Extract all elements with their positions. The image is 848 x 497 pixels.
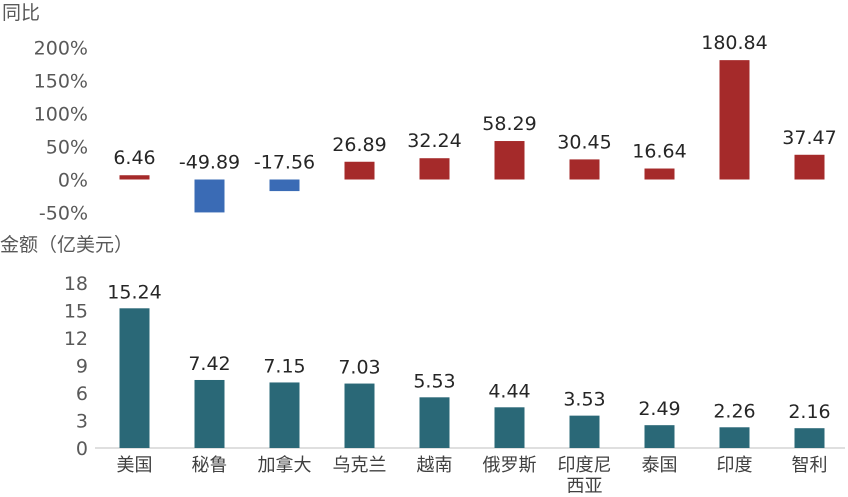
bottom-chart-bar — [269, 382, 300, 448]
top-chart-data-label: 16.64 — [632, 141, 686, 163]
top-chart-yoy: 200% 150% 100% 50% 0% -50% 6.46 -49.89 -17.56 26.… — [34, 32, 837, 224]
x-axis-category-label: 泰国 — [642, 455, 678, 476]
top-chart-data-label: 180.84 — [701, 32, 767, 54]
top-chart-y-axis-title: 同比 — [2, 2, 40, 24]
top-chart-y-tick-label: 50% — [46, 137, 88, 159]
bottom-chart-data-label: 4.44 — [488, 380, 530, 402]
x-axis-category-label: 秘鲁 — [192, 455, 228, 476]
top-chart-y-tick-label: 150% — [34, 71, 88, 93]
bottom-chart-bar — [644, 425, 675, 448]
top-chart-bar — [719, 60, 750, 180]
top-chart-bar — [194, 179, 225, 213]
top-chart-data-label: 6.46 — [113, 147, 155, 169]
top-chart-bar — [119, 175, 150, 180]
top-chart-data-label: 32.24 — [407, 130, 461, 152]
top-chart-bar — [569, 159, 600, 180]
bottom-chart-y-tick-label: 0 — [76, 438, 88, 460]
x-axis-category-label: 西亚 — [567, 476, 603, 493]
bottom-chart-data-label: 7.42 — [188, 353, 230, 375]
bottom-chart-y-tick-label: 9 — [76, 356, 88, 378]
top-chart-data-label: -49.89 — [179, 152, 240, 174]
top-chart-y-tick-label: 0% — [58, 170, 88, 192]
top-chart-y-tick-label: -50% — [39, 203, 88, 225]
bottom-chart-bar — [119, 308, 150, 448]
bottom-chart-data-label: 2.49 — [638, 398, 680, 420]
top-chart-bar — [269, 179, 300, 192]
bottom-chart-data-label: 2.26 — [713, 400, 755, 422]
bottom-chart-data-label: 2.16 — [788, 401, 830, 423]
bottom-chart-amount: 18 15 12 9 6 3 0 15.24 美国 7.42 秘鲁 7.15 加拿大 7.03 乌克兰 5.5… — [64, 273, 831, 497]
top-chart-y-tick-label: 100% — [34, 104, 88, 126]
bottom-chart-y-tick-label: 18 — [64, 273, 88, 295]
bottom-chart-bar — [194, 379, 225, 448]
bottom-chart-y-tick-label: 3 — [76, 411, 88, 433]
top-chart-data-label: 58.29 — [482, 113, 536, 135]
x-axis-category-label: 越南 — [417, 455, 453, 476]
top-chart-bar — [419, 158, 450, 180]
top-chart-data-label: -17.56 — [254, 152, 315, 174]
bottom-chart-data-label: 7.15 — [263, 355, 305, 377]
x-axis-category-label: 印度尼 — [558, 455, 612, 476]
x-axis-category-label: 加拿大 — [258, 454, 312, 476]
top-chart-bar — [344, 161, 375, 180]
x-axis-category-label: 美国 — [117, 455, 153, 476]
top-chart-bar — [644, 168, 675, 180]
top-chart-data-label: 30.45 — [557, 131, 611, 153]
bottom-chart-data-label: 3.53 — [563, 389, 605, 411]
bottom-chart-y-tick-label: 12 — [64, 328, 88, 350]
bottom-chart-y-tick-label: 15 — [64, 301, 88, 323]
bottom-chart-bar — [494, 407, 525, 448]
x-axis-category-label: 印度 — [717, 455, 753, 476]
top-chart-y-tick-label: 200% — [34, 38, 88, 60]
bottom-chart-bar — [344, 383, 375, 448]
bottom-chart-bar — [569, 415, 600, 448]
x-axis-category-label: 乌克兰 — [333, 455, 387, 476]
bottom-chart-bar — [719, 427, 750, 448]
top-chart-data-label: 26.89 — [332, 134, 386, 156]
bottom-chart-y-tick-label: 6 — [76, 383, 88, 405]
bottom-chart-data-label: 15.24 — [107, 281, 161, 303]
bottom-chart-bar — [419, 397, 450, 448]
bottom-chart-bar — [794, 428, 825, 448]
top-chart-bar — [494, 141, 525, 180]
bottom-chart-data-label: 5.53 — [413, 370, 455, 392]
top-chart-bar — [794, 154, 825, 180]
x-axis-category-label: 智利 — [792, 455, 828, 476]
x-axis-category-label: 俄罗斯 — [483, 455, 537, 476]
bottom-chart-data-label: 7.03 — [338, 357, 380, 379]
bottom-chart-y-axis-title: 金额（亿美元） — [0, 234, 133, 256]
top-chart-data-label: 37.47 — [782, 127, 836, 149]
